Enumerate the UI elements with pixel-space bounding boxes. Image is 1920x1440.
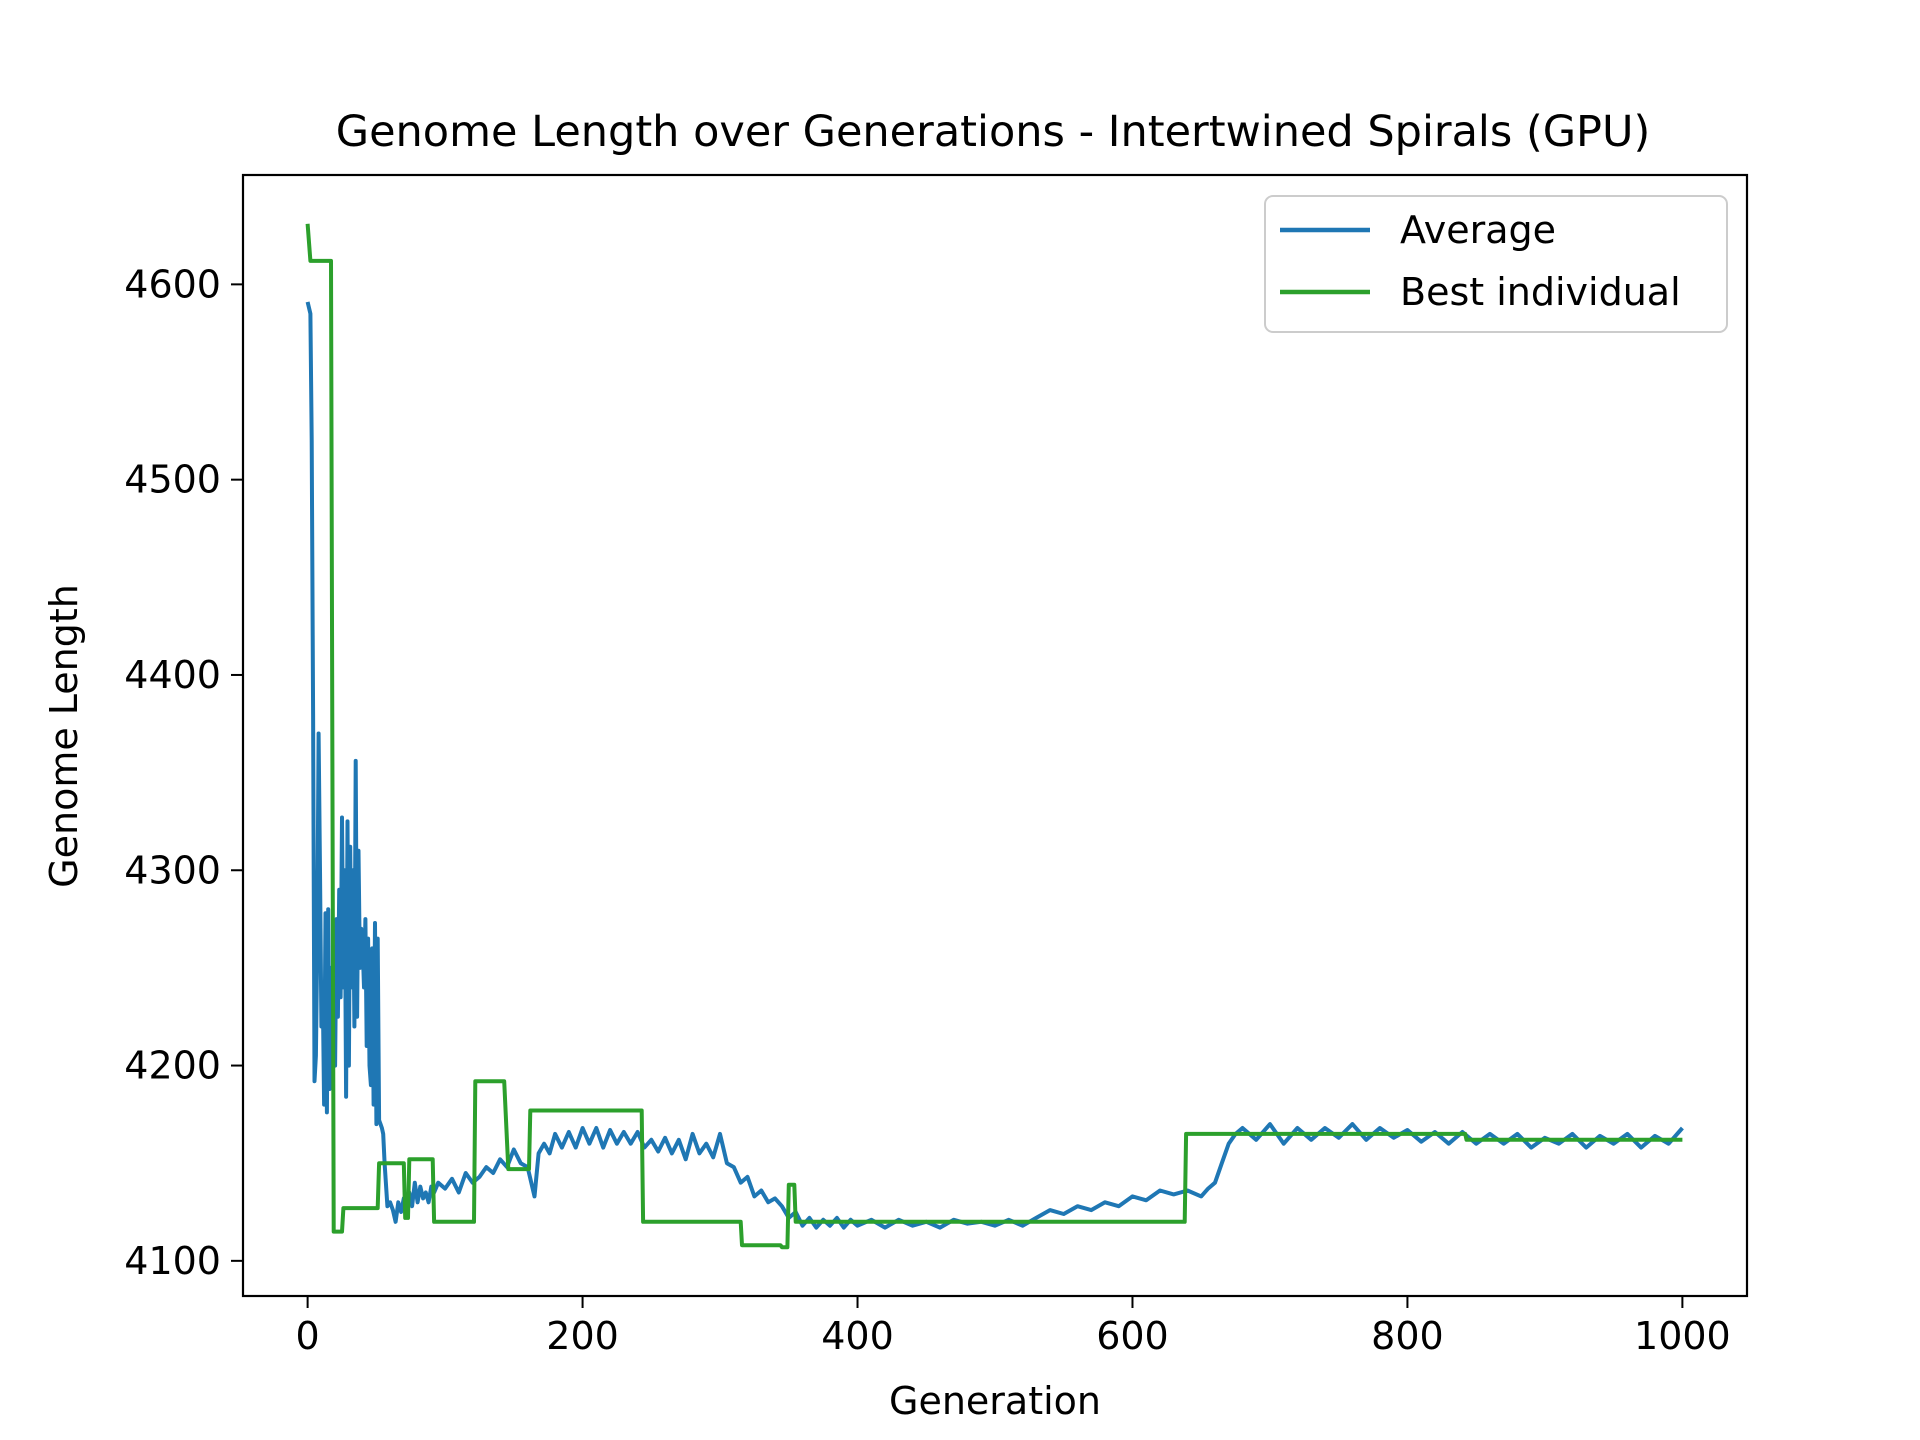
plot-frame xyxy=(241,173,1749,1298)
y-tick-label: 4100 xyxy=(124,1239,221,1283)
series-layer xyxy=(305,223,1684,1250)
x-tick-label: 1000 xyxy=(1634,1314,1731,1358)
x-tick-label: 400 xyxy=(821,1314,894,1358)
y-tick-label: 4400 xyxy=(124,653,221,697)
legend-best-individual-label: Best individual xyxy=(1400,270,1681,314)
x-axis: 0 200 400 600 800 1000 xyxy=(296,1296,1731,1358)
x-tick-label: 600 xyxy=(1096,1314,1169,1358)
x-axis-label: Generation xyxy=(889,1379,1101,1423)
y-tick-label: 4300 xyxy=(124,848,221,892)
legend-box xyxy=(1264,195,1728,333)
y-axis-label: Genome Length xyxy=(42,584,86,888)
legend-average-label: Average xyxy=(1400,208,1556,252)
y-tick-label: 4500 xyxy=(124,458,221,502)
series-line-best-individual xyxy=(305,223,1683,1250)
y-axis: 4100 4200 4300 4400 4500 4600 xyxy=(124,262,243,1283)
x-tick-label: 200 xyxy=(546,1314,619,1358)
plot-area xyxy=(241,173,1749,1298)
legend: Average Best individual xyxy=(1264,195,1728,333)
chart-title: Genome Length over Generations - Intertw… xyxy=(336,107,1650,157)
y-tick-label: 4600 xyxy=(124,262,221,306)
x-tick-label: 800 xyxy=(1371,1314,1444,1358)
y-tick-label: 4200 xyxy=(124,1044,221,1088)
x-tick-label: 0 xyxy=(296,1314,320,1358)
